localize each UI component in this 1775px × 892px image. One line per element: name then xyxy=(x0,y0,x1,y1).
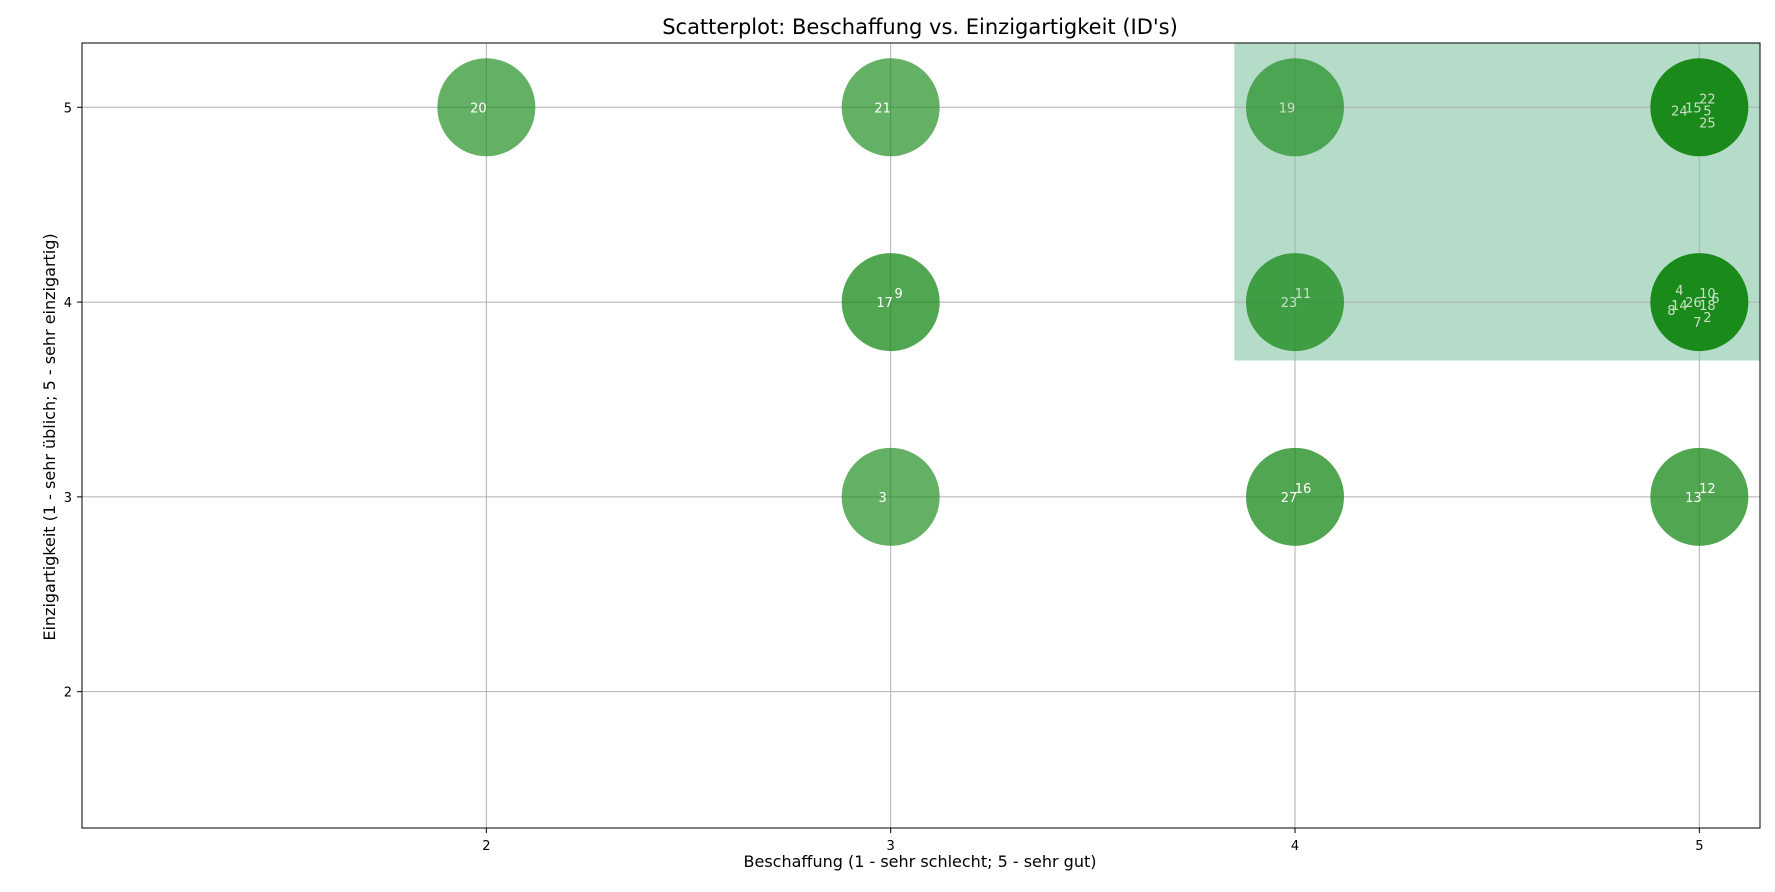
data-point-label: 20 xyxy=(470,101,487,116)
x-tick-label: 3 xyxy=(887,839,895,854)
y-tick-label: 5 xyxy=(64,101,72,116)
data-point-bubble xyxy=(1650,58,1749,157)
y-tick-label: 3 xyxy=(64,491,72,506)
data-point-label: 13 xyxy=(1685,491,1702,506)
data-point-label: 21 xyxy=(874,101,891,116)
data-point-label: 4 xyxy=(1675,284,1683,299)
data-point-bubble xyxy=(841,253,940,352)
data-point-label: 5 xyxy=(1703,104,1711,119)
data-point-label: 18 xyxy=(1699,299,1716,314)
x-tick-label: 2 xyxy=(482,839,490,854)
data-point-label: 9 xyxy=(895,287,903,302)
data-point-label: 27 xyxy=(1281,491,1298,506)
data-point-label: 8 xyxy=(1667,304,1675,319)
data-point-label: 17 xyxy=(876,296,893,311)
data-point-bubble xyxy=(1650,447,1749,546)
data-point-label: 2 xyxy=(1703,311,1711,326)
data-point-bubble xyxy=(437,58,536,157)
x-tick-label: 5 xyxy=(1695,839,1703,854)
data-point-label: 19 xyxy=(1279,101,1296,116)
data-point-label: 25 xyxy=(1699,116,1716,131)
data-point-label: 24 xyxy=(1671,104,1688,119)
data-point-label: 11 xyxy=(1295,287,1312,302)
data-point-bubble xyxy=(841,58,940,157)
plot-frame xyxy=(81,42,1761,829)
x-axis-label: Beschaffung (1 - sehr schlecht; 5 - sehr… xyxy=(744,852,1097,871)
y-tick-label: 2 xyxy=(64,686,72,701)
data-point-label: 15 xyxy=(1685,101,1702,116)
data-point-bubble xyxy=(1246,58,1345,157)
data-point-bubble xyxy=(1246,447,1345,546)
data-point-label: 10 xyxy=(1699,287,1716,302)
y-axis-label: Einzigartigkeit (1 - sehr üblich; 5 - se… xyxy=(40,233,59,640)
data-point-label: 16 xyxy=(1295,482,1312,497)
data-point-bubble xyxy=(1650,253,1749,352)
data-point-label: 23 xyxy=(1281,296,1298,311)
chart-title: Scatterplot: Beschaffung vs. Einzigartig… xyxy=(662,15,1178,39)
y-tick-label: 4 xyxy=(64,296,72,311)
data-point-label: 6 xyxy=(1711,292,1719,307)
data-point-bubble xyxy=(1246,253,1345,352)
data-point-label: 26 xyxy=(1685,296,1702,311)
data-point-label: 7 xyxy=(1693,316,1701,331)
data-point-label: 12 xyxy=(1699,482,1716,497)
data-point-label: 3 xyxy=(879,491,887,506)
data-point-label: 22 xyxy=(1699,92,1716,107)
x-tick-label: 4 xyxy=(1291,839,1299,854)
data-point-label: 14 xyxy=(1671,299,1688,314)
data-point-bubble xyxy=(841,447,940,546)
